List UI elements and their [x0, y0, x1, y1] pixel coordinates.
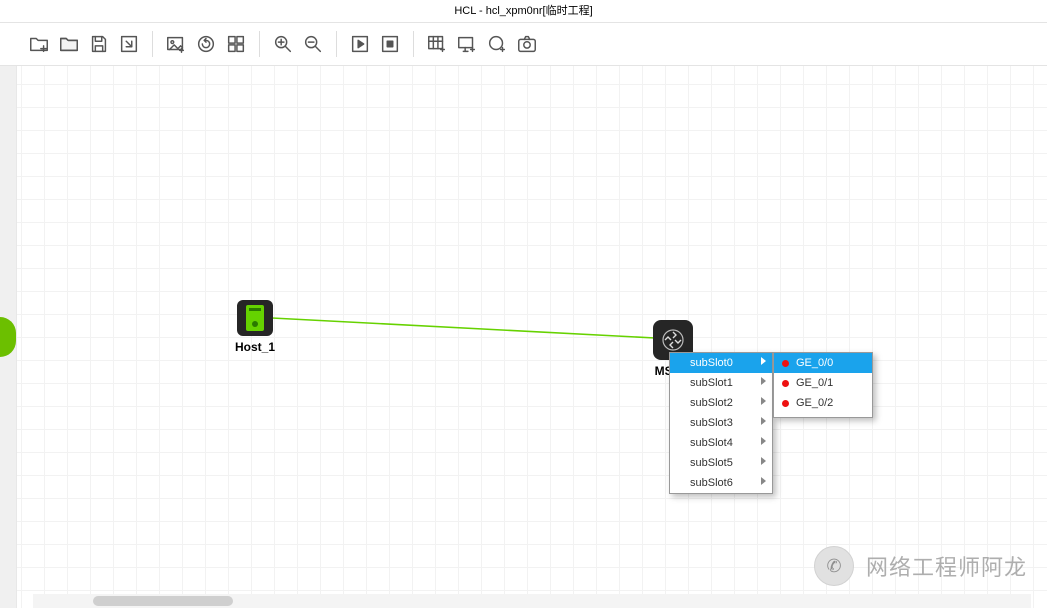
subslot-menu-item[interactable]: subSlot4 — [670, 433, 772, 453]
watermark-icon: ✆ — [814, 546, 854, 586]
new-project-button[interactable] — [24, 29, 54, 59]
menu-item-label: subSlot4 — [690, 437, 733, 449]
save-button[interactable] — [84, 29, 114, 59]
port-status-icon — [782, 400, 789, 407]
main-toolbar — [0, 22, 1047, 66]
menu-item-label: subSlot2 — [690, 397, 733, 409]
host-icon — [237, 300, 273, 336]
window-title: HCL - hcl_xpm0nr[临时工程] — [0, 0, 1047, 22]
export-button[interactable] — [114, 29, 144, 59]
add-table-button[interactable] — [422, 29, 452, 59]
watermark: ✆ 网络工程师阿龙 — [814, 546, 1027, 586]
submenu-arrow-icon — [761, 397, 766, 405]
submenu-arrow-icon — [761, 417, 766, 425]
toolbar-separator — [152, 31, 153, 57]
toolbar-separator — [336, 31, 337, 57]
link-host-router — [17, 66, 1047, 608]
grid-view-button[interactable] — [221, 29, 251, 59]
refresh-topology-button[interactable] — [191, 29, 221, 59]
submenu-arrow-icon — [761, 477, 766, 485]
menu-item-label: subSlot5 — [690, 457, 733, 469]
submenu-arrow-icon — [761, 377, 766, 385]
menu-item-label: GE_0/0 — [796, 357, 833, 369]
expand-left-panel-handle[interactable] — [0, 317, 16, 357]
zoom-in-button[interactable] — [268, 29, 298, 59]
menu-item-label: GE_0/2 — [796, 397, 833, 409]
submenu-arrow-icon — [761, 437, 766, 445]
node-host[interactable]: Host_1 — [235, 300, 275, 354]
port-menu-item[interactable]: GE_0/2 — [774, 393, 872, 413]
topology-canvas[interactable]: Host_1 MSR subSlot0 subSlot1 subSlot2 su… — [16, 66, 1047, 608]
subslot-menu-item[interactable]: subSlot2 — [670, 393, 772, 413]
stop-button[interactable] — [375, 29, 405, 59]
snapshot-button[interactable] — [512, 29, 542, 59]
node-host-label: Host_1 — [235, 340, 275, 354]
menu-item-label: subSlot6 — [690, 477, 733, 489]
toolbar-separator — [259, 31, 260, 57]
port-menu[interactable]: GE_0/0 GE_0/1 GE_0/2 — [773, 352, 873, 418]
subslot-menu-item[interactable]: subSlot5 — [670, 453, 772, 473]
menu-item-label: subSlot1 — [690, 377, 733, 389]
left-panel-strip — [0, 66, 16, 608]
scrollbar-thumb[interactable] — [93, 596, 233, 606]
port-status-icon — [782, 360, 789, 367]
menu-item-label: subSlot3 — [690, 417, 733, 429]
subslot-menu-item[interactable]: subSlot3 — [670, 413, 772, 433]
menu-item-label: GE_0/1 — [796, 377, 833, 389]
subslot-menu[interactable]: subSlot0 subSlot1 subSlot2 subSlot3 subS… — [669, 352, 773, 494]
port-menu-item[interactable]: GE_0/1 — [774, 373, 872, 393]
subslot-menu-item[interactable]: subSlot6 — [670, 473, 772, 493]
play-button[interactable] — [345, 29, 375, 59]
open-project-button[interactable] — [54, 29, 84, 59]
stage: Host_1 MSR subSlot0 subSlot1 subSlot2 su… — [0, 66, 1047, 608]
add-image-button[interactable] — [161, 29, 191, 59]
toolbar-separator — [413, 31, 414, 57]
zoom-out-button[interactable] — [298, 29, 328, 59]
add-loop-button[interactable] — [482, 29, 512, 59]
subslot-menu-item[interactable]: subSlot1 — [670, 373, 772, 393]
horizontal-scrollbar[interactable] — [33, 594, 1031, 608]
subslot-menu-item[interactable]: subSlot0 — [670, 353, 772, 373]
port-menu-item[interactable]: GE_0/0 — [774, 353, 872, 373]
menu-item-label: subSlot0 — [690, 357, 733, 369]
add-device-button[interactable] — [452, 29, 482, 59]
submenu-arrow-icon — [761, 357, 766, 365]
submenu-arrow-icon — [761, 457, 766, 465]
watermark-text: 网络工程师阿龙 — [866, 550, 1027, 582]
port-status-icon — [782, 380, 789, 387]
